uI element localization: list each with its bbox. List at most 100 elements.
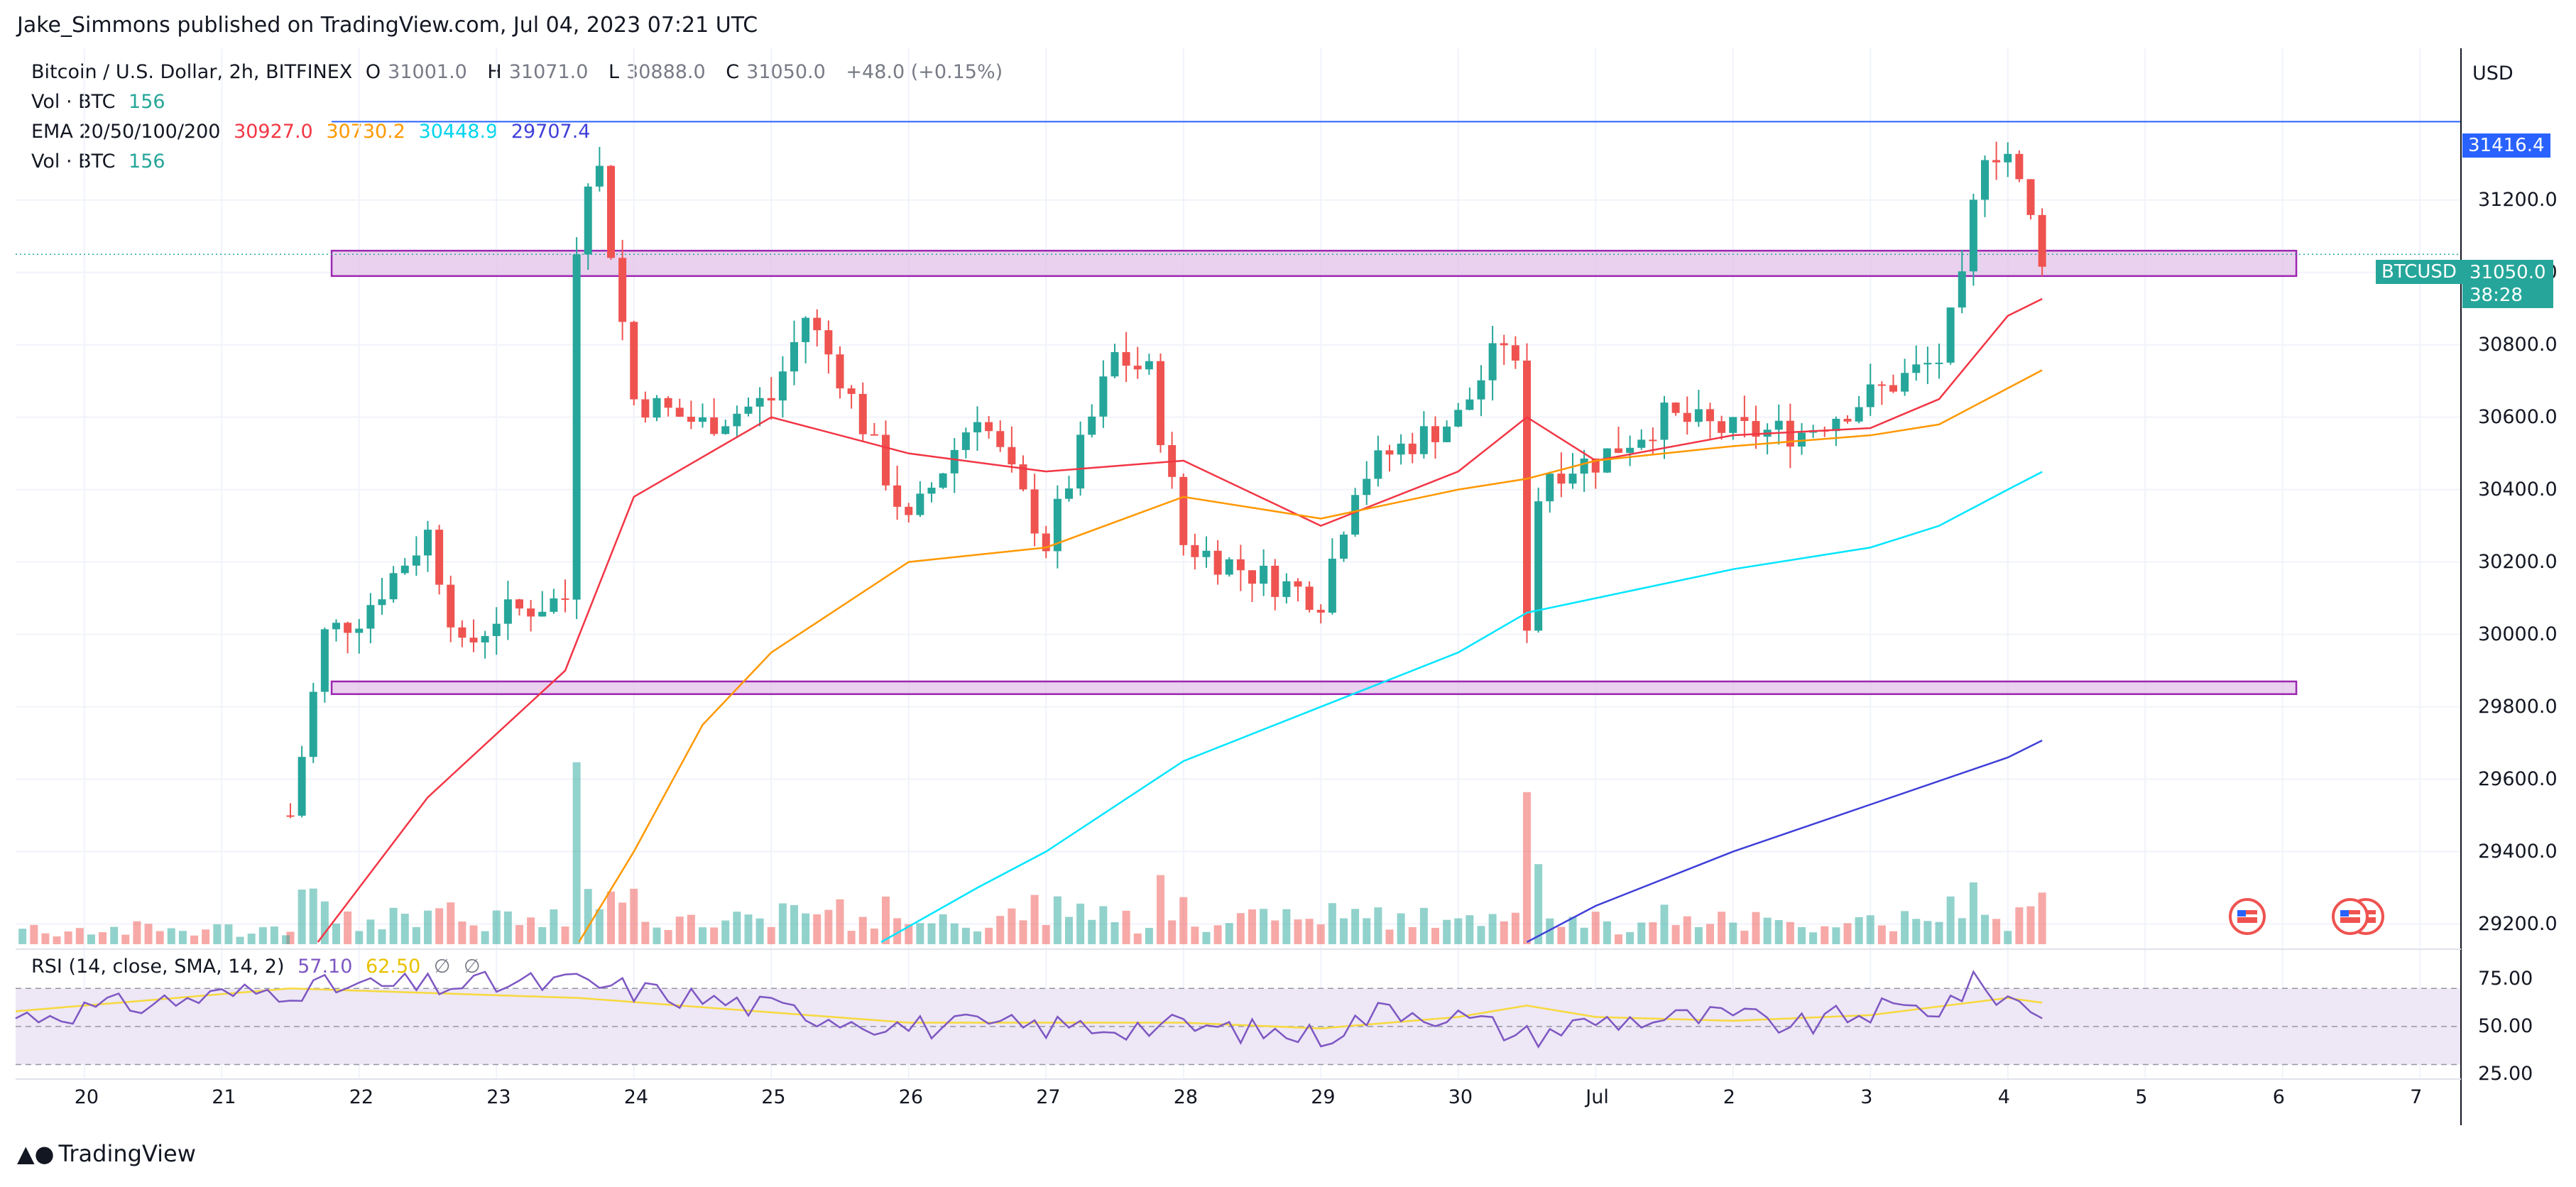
candle-body	[1912, 364, 1921, 373]
volume-bar	[1030, 895, 1039, 944]
volume-bar	[1603, 921, 1611, 944]
candle-body	[1752, 420, 1760, 437]
candle-body	[1179, 476, 1188, 545]
volume-bar	[1981, 914, 1989, 944]
volume-bar	[744, 914, 753, 944]
volume-bar	[435, 908, 444, 944]
volume-bar	[2004, 931, 2012, 944]
time-tick: 6	[2272, 1086, 2285, 1108]
ema-legend[interactable]: EMA 20/50/100/200 30927.0 30730.2 30448.…	[31, 121, 597, 143]
rsi-tick: 75.00	[2478, 967, 2533, 990]
price-tick: 30800.0	[2478, 333, 2558, 356]
candle-body	[366, 605, 375, 629]
last-price-tag: 31050.0 38:28	[2462, 260, 2553, 308]
rsi-legend[interactable]: RSI (14, close, SMA, 14, 2) 57.10 62.50 …	[31, 956, 488, 978]
rsi-na-1: ∅	[433, 956, 451, 978]
candle-body	[1958, 271, 1966, 308]
candle-body	[1500, 343, 1508, 346]
volume-bar	[905, 924, 913, 944]
ohlc-low: L 30888.0	[608, 61, 706, 83]
volume-legend[interactable]: Vol · BTC 156	[31, 91, 173, 113]
candle-body	[1340, 535, 1348, 559]
candle-body	[1626, 447, 1634, 453]
volume-bar	[1351, 909, 1360, 944]
price-tick: 29800.0	[2478, 695, 2558, 718]
last-price-value: 31050.0	[2469, 262, 2546, 283]
candle-body	[1225, 559, 1233, 575]
candle-body	[527, 608, 535, 617]
volume-bar	[1946, 896, 1955, 944]
time-tick: 26	[898, 1086, 924, 1108]
volume-bar	[320, 901, 329, 944]
volume-bar	[2015, 907, 2024, 944]
volume-bar	[572, 762, 581, 944]
candle-body	[1271, 565, 1279, 597]
candle-body	[1511, 345, 1519, 361]
volume-label: Vol · BTC	[31, 91, 116, 113]
rsi-tick: 25.00	[2478, 1062, 2533, 1085]
ema-line-4	[1526, 739, 2043, 943]
volume-bar	[1363, 918, 1371, 944]
rsi-na-2: ∅	[464, 956, 481, 978]
volume-legend-2[interactable]: Vol · BTC 156	[31, 151, 173, 173]
volume-bar	[400, 914, 409, 944]
candle-body	[1076, 434, 1085, 489]
volume-label-2: Vol · BTC	[31, 151, 116, 173]
candle-body	[1145, 361, 1153, 370]
volume-bar	[1340, 918, 1348, 944]
candle-body	[1053, 498, 1061, 552]
volume-bar	[1076, 903, 1085, 944]
volume-bar	[133, 921, 141, 944]
candle-body	[378, 599, 386, 606]
candle-body	[1671, 403, 1680, 413]
candle-body	[973, 422, 981, 433]
volume-bar	[1443, 919, 1451, 944]
candle-body	[905, 506, 913, 515]
candle-body	[996, 431, 1005, 447]
candle-body	[607, 165, 615, 258]
candle-body	[1969, 199, 1977, 272]
volume-bar	[481, 931, 489, 944]
currency-label[interactable]: USD	[2472, 62, 2514, 84]
volume-bar	[75, 928, 84, 944]
volume-bar	[1821, 926, 1829, 944]
volume-bar	[1568, 917, 1577, 944]
candle-body	[710, 417, 719, 434]
candle-body	[1099, 376, 1108, 417]
volume-bar	[41, 933, 50, 944]
volume-bar	[916, 923, 924, 944]
candle-body	[2038, 214, 2046, 267]
candle-body	[1843, 418, 1852, 422]
tradingview-logo[interactable]: ▲● TradingView	[17, 1140, 196, 1167]
candle-body	[1740, 417, 1749, 421]
candle-body	[618, 258, 627, 322]
volume-bar	[710, 927, 719, 944]
volume-bar	[1385, 929, 1394, 944]
candle-body	[1305, 586, 1314, 610]
volume-bar	[561, 926, 569, 944]
volume-bar	[1774, 919, 1783, 944]
ema50-value: 30730.2	[326, 121, 405, 143]
candle-body	[435, 530, 444, 585]
candle-body	[355, 628, 364, 633]
volume-bar	[503, 911, 512, 944]
volume-bar	[733, 912, 741, 944]
candle-body	[1683, 412, 1691, 422]
volume-bar	[99, 932, 107, 944]
volume-bar	[824, 909, 833, 944]
candle-body	[2015, 153, 2024, 180]
volume-bar	[802, 913, 810, 944]
bar-countdown: 38:28	[2469, 285, 2523, 306]
ema-line-2	[578, 369, 2043, 943]
price-candles	[286, 141, 2046, 819]
volume-bar	[87, 934, 95, 944]
volume-bar	[973, 931, 981, 944]
volume-bar	[870, 928, 878, 944]
volume-bar	[1809, 932, 1818, 944]
volume-bar	[213, 924, 222, 944]
candle-body	[1534, 501, 1543, 631]
candle-body	[687, 416, 695, 422]
volume-bar	[1397, 913, 1405, 944]
volume-bar	[1419, 907, 1428, 944]
